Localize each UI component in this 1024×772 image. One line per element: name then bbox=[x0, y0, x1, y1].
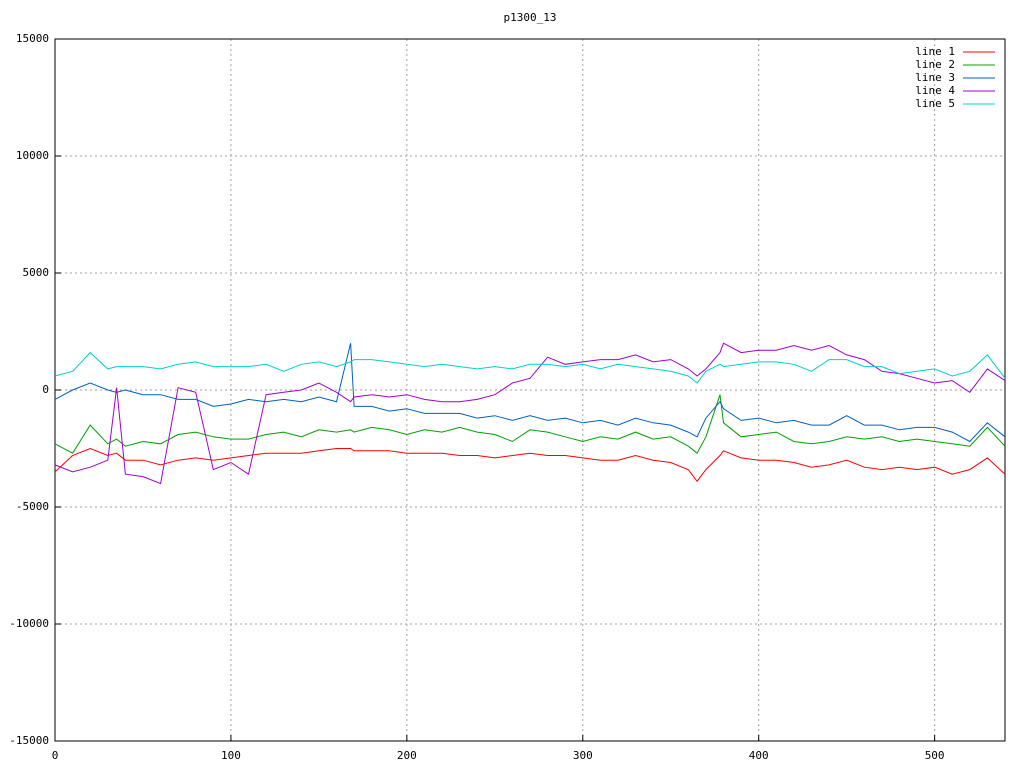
x-tick-label: 400 bbox=[749, 749, 769, 762]
legend-label: line 1 bbox=[915, 45, 955, 58]
legend-label: line 4 bbox=[915, 84, 955, 97]
x-tick-label: 100 bbox=[221, 749, 241, 762]
series-line bbox=[54, 447, 1006, 483]
legend-label: line 2 bbox=[915, 58, 955, 71]
y-tick-label: 5000 bbox=[23, 266, 50, 279]
plot-border bbox=[54, 38, 1006, 742]
series-line bbox=[54, 394, 1006, 454]
legend-label: line 3 bbox=[915, 71, 955, 84]
y-tick-label: -5000 bbox=[16, 500, 49, 513]
y-tick-label: -10000 bbox=[9, 617, 49, 630]
y-tick-label: 0 bbox=[42, 383, 49, 396]
y-tick-label: 10000 bbox=[16, 149, 49, 162]
x-tick-label: 300 bbox=[573, 749, 593, 762]
x-tick-label: 0 bbox=[52, 749, 59, 762]
series-line bbox=[54, 342, 1006, 485]
x-tick-label: 200 bbox=[397, 749, 417, 762]
series-line bbox=[54, 351, 1006, 384]
x-tick-label: 500 bbox=[925, 749, 945, 762]
chart-title: p1300_13 bbox=[504, 11, 557, 24]
legend-label: line 5 bbox=[915, 97, 955, 110]
series-line bbox=[54, 343, 1006, 443]
y-tick-label: 15000 bbox=[16, 32, 49, 45]
y-tick-label: -15000 bbox=[9, 734, 49, 747]
